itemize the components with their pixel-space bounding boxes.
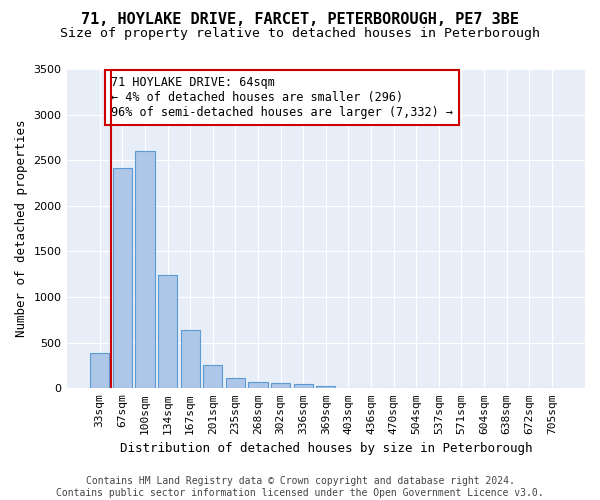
Text: 71 HOYLAKE DRIVE: 64sqm
← 4% of detached houses are smaller (296)
96% of semi-de: 71 HOYLAKE DRIVE: 64sqm ← 4% of detached…: [111, 76, 453, 120]
Bar: [181, 330, 200, 388]
Text: Contains HM Land Registry data © Crown copyright and database right 2024.
Contai: Contains HM Land Registry data © Crown c…: [56, 476, 544, 498]
Bar: [90, 352, 109, 388]
Bar: [226, 378, 245, 388]
Bar: [158, 275, 177, 388]
Bar: [113, 168, 132, 388]
Bar: [271, 384, 290, 388]
Bar: [248, 382, 268, 388]
Bar: [316, 386, 335, 388]
Text: Size of property relative to detached houses in Peterborough: Size of property relative to detached ho…: [60, 28, 540, 40]
Y-axis label: Number of detached properties: Number of detached properties: [15, 120, 28, 338]
Text: 71, HOYLAKE DRIVE, FARCET, PETERBOROUGH, PE7 3BE: 71, HOYLAKE DRIVE, FARCET, PETERBOROUGH,…: [81, 12, 519, 28]
Bar: [136, 151, 155, 388]
Bar: [293, 384, 313, 388]
X-axis label: Distribution of detached houses by size in Peterborough: Distribution of detached houses by size …: [119, 442, 532, 455]
Bar: [203, 364, 223, 388]
